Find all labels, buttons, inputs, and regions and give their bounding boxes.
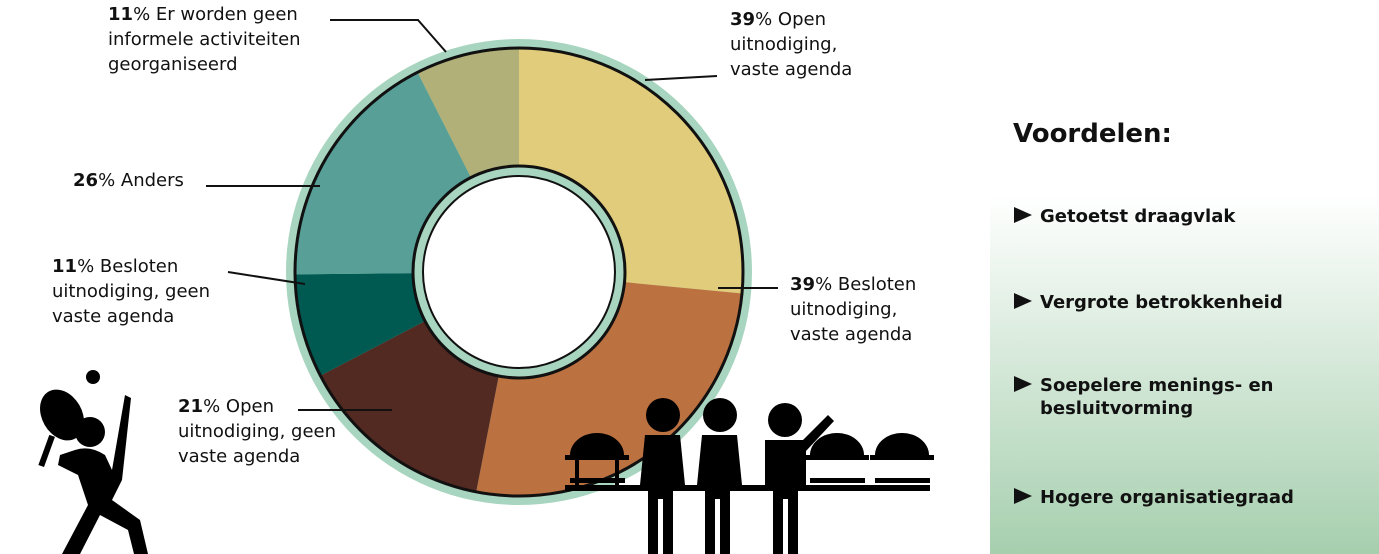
slice-value: 39 [730, 9, 755, 30]
slice-category: vaste agenda [52, 306, 174, 327]
bullet-arrow [1014, 207, 1032, 223]
slice-category: georganiseerd [108, 54, 238, 75]
panel-title: Voordelen: [1013, 119, 1172, 149]
panel-background [990, 195, 1379, 554]
slice-category: vaste agenda [730, 59, 852, 80]
donut-slice [417, 48, 519, 178]
slice-unit: % [77, 256, 94, 277]
leader-line [330, 19, 447, 53]
panel-item: Soepelere menings- en [1040, 375, 1273, 396]
donut-slice [295, 72, 471, 275]
slice-category: uitnodiging, geen [52, 281, 210, 302]
slice-category: Besloten [100, 256, 178, 277]
bullet-arrow [1014, 293, 1032, 309]
slice-unit: % [755, 9, 772, 30]
slice-category: Open [226, 396, 274, 417]
donut-slice [519, 48, 743, 294]
buffet-icon [565, 398, 934, 554]
donut-slice [476, 282, 742, 497]
slice-category: uitnodiging, geen [178, 421, 336, 442]
panel-item: besluitvorming [1040, 398, 1193, 419]
panel-item: Hogere organisatiegraad [1040, 487, 1294, 508]
slice-label: 21% Open uitnodiging, geen vaste agenda [178, 396, 336, 467]
slice-unit: % [815, 274, 832, 295]
slice-category: vaste agenda [790, 324, 912, 345]
slice-category: Open [778, 9, 826, 30]
slice-label: 26% Anders [73, 170, 184, 191]
tennis-icon [38, 370, 148, 554]
slice-label: 11% Er worden geen informele activiteiten… [108, 4, 301, 75]
bullet-arrow [1014, 376, 1032, 392]
slice-category: uitnodiging, [790, 299, 897, 320]
bullet-arrow [1014, 488, 1032, 504]
slice-category: Anders [121, 170, 184, 191]
donut-hole [422, 175, 616, 369]
slice-label: 11% Besloten uitnodiging, geen vaste agend… [52, 256, 210, 327]
slice-value: 39 [790, 274, 815, 295]
slice-unit: % [203, 396, 220, 417]
slice-category: vaste agenda [178, 446, 300, 467]
leader-line [227, 271, 306, 285]
panel-list: Getoetst draagvlak Vergrote betrokkenheid… [1014, 206, 1294, 508]
donut [286, 39, 752, 505]
donut-outline [293, 46, 745, 498]
donut-slice [295, 273, 426, 376]
slice-label: 39% Besloten uitnodiging, vaste agenda [790, 274, 916, 345]
slice-value: 11 [52, 256, 77, 277]
slice-value: 26 [73, 170, 98, 191]
leader-line [644, 75, 718, 81]
slice-category: Er worden geen [156, 4, 298, 25]
slice-category: informele activiteiten [108, 29, 301, 50]
slice-unit: % [98, 170, 115, 191]
panel-item: Vergrote betrokkenheid [1040, 292, 1283, 313]
slice-value: 21 [178, 396, 203, 417]
slice-label: 39% Open uitnodiging, vaste agenda [730, 9, 852, 80]
panel-item: Getoetst draagvlak [1040, 206, 1236, 227]
slice-category: Besloten [838, 274, 916, 295]
slice-category: uitnodiging, [730, 34, 837, 55]
slice-unit: % [133, 4, 150, 25]
slice-value: 11 [108, 4, 133, 25]
donut-slice [320, 321, 499, 492]
